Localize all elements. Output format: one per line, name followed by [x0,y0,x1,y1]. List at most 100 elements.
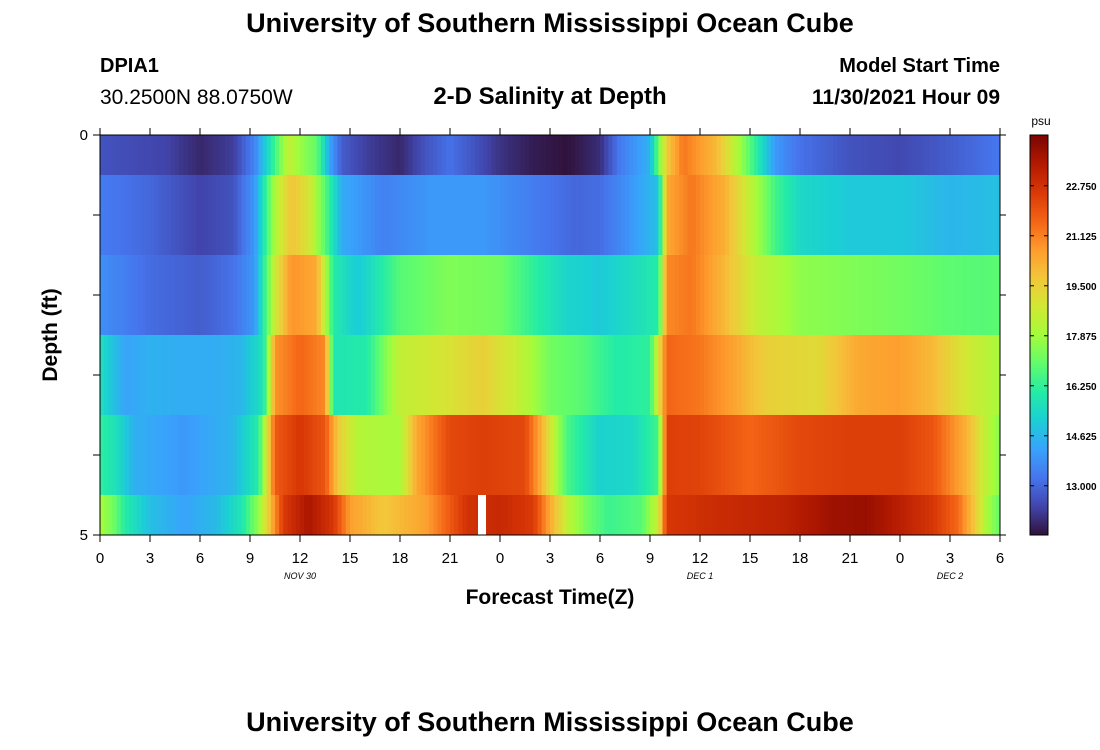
heatmap-cell [487,255,493,336]
heatmap-cell [258,255,264,336]
heatmap-cell [366,175,372,256]
heatmap-cell [916,415,922,496]
heatmap-cell [550,135,555,176]
heatmap-cell [929,175,934,256]
heatmap-cell [779,335,784,416]
heatmap-cell [504,335,509,416]
heatmap-cell [120,175,126,256]
heatmap-cell [608,415,614,496]
heatmap-cell [441,255,447,336]
heatmap-cell [745,255,751,336]
heatmap-cell [200,495,205,535]
heatmap-cell [908,175,914,256]
heatmap-cell [958,335,964,416]
heatmap-cell [612,135,618,176]
heatmap-cell [262,175,268,256]
heatmap-cell [829,495,834,535]
heatmap-cell [216,255,222,336]
heatmap-cell [962,175,968,256]
heatmap-cell [904,495,909,535]
heatmap-cell [687,175,693,256]
heatmap-cell [350,495,355,535]
heatmap-cell [183,495,189,535]
heatmap-cell [379,335,384,416]
heatmap-cell [133,415,139,496]
heatmap-cell [258,135,264,176]
heatmap-cell [625,255,630,336]
heatmap-cell [950,175,955,256]
colorbar-unit: psu [1031,114,1050,128]
heatmap-cell [712,415,718,496]
heatmap-cell [633,495,639,535]
heatmap-cell [891,135,897,176]
heatmap-cell [929,135,934,176]
heatmap-cell [700,335,705,416]
heatmap-cell [720,255,726,336]
heatmap-cell [225,175,230,256]
heatmap-cell [841,415,847,496]
heatmap-cell [125,415,130,496]
heatmap-cell [529,175,534,256]
heatmap-cell [658,135,664,176]
heatmap-cell [633,415,639,496]
heatmap-cell [254,335,259,416]
heatmap-cell [737,135,743,176]
heatmap-cell [791,175,797,256]
heatmap-cell [770,495,776,535]
heatmap-cell [475,335,480,416]
heatmap-cell [104,255,109,336]
heatmap-cell [541,175,547,256]
heatmap-cell [695,495,701,535]
heatmap-cell [583,335,589,416]
heatmap-cell [270,495,276,535]
heatmap-cell [358,415,364,496]
heatmap-cell [879,175,884,256]
heatmap-cell [379,255,384,336]
heatmap-cell [600,255,605,336]
heatmap-cell [616,135,622,176]
heatmap-cell [879,335,884,416]
heatmap-cell [766,495,772,535]
heatmap-cell [866,255,872,336]
heatmap-cell [770,415,776,496]
heatmap-cell [550,495,555,535]
heatmap-cell [975,415,980,496]
heatmap-cell [579,135,584,176]
heatmap-cell [866,495,872,535]
heatmap-cell [816,175,822,256]
heatmap-cell [204,175,209,256]
heatmap-cell [529,255,534,336]
heatmap-cell [329,495,334,535]
heatmap-cell [312,415,318,496]
heatmap-cell [208,255,214,336]
heatmap-cell [833,255,839,336]
heatmap-cell [512,135,518,176]
heatmap-cell [425,135,430,176]
heatmap-cell [937,415,943,496]
heatmap-cell [895,335,901,416]
heatmap-cell [650,415,655,496]
heatmap-cell [712,135,718,176]
heatmap-cell [754,255,759,336]
heatmap-cell [320,175,326,256]
heatmap-cell [600,495,605,535]
heatmap-cell [562,255,568,336]
heatmap-cell [891,415,897,496]
heatmap-cell [570,335,576,416]
heatmap-cell [904,335,909,416]
heatmap-cell [408,135,414,176]
heatmap-cell [912,335,918,416]
heatmap-cell [654,415,659,496]
heatmap-cell [416,135,422,176]
heatmap-cell [937,495,943,535]
heatmap-cell [508,135,514,176]
heatmap-cell [233,135,239,176]
heatmap-cell [420,175,426,256]
heatmap-cell [595,135,601,176]
heatmap-cell [408,495,414,535]
heatmap-cell [854,415,859,496]
heatmap-cell [245,175,251,256]
heatmap-cell [412,135,418,176]
heatmap-cell [137,415,143,496]
heatmap-cell [312,495,318,535]
